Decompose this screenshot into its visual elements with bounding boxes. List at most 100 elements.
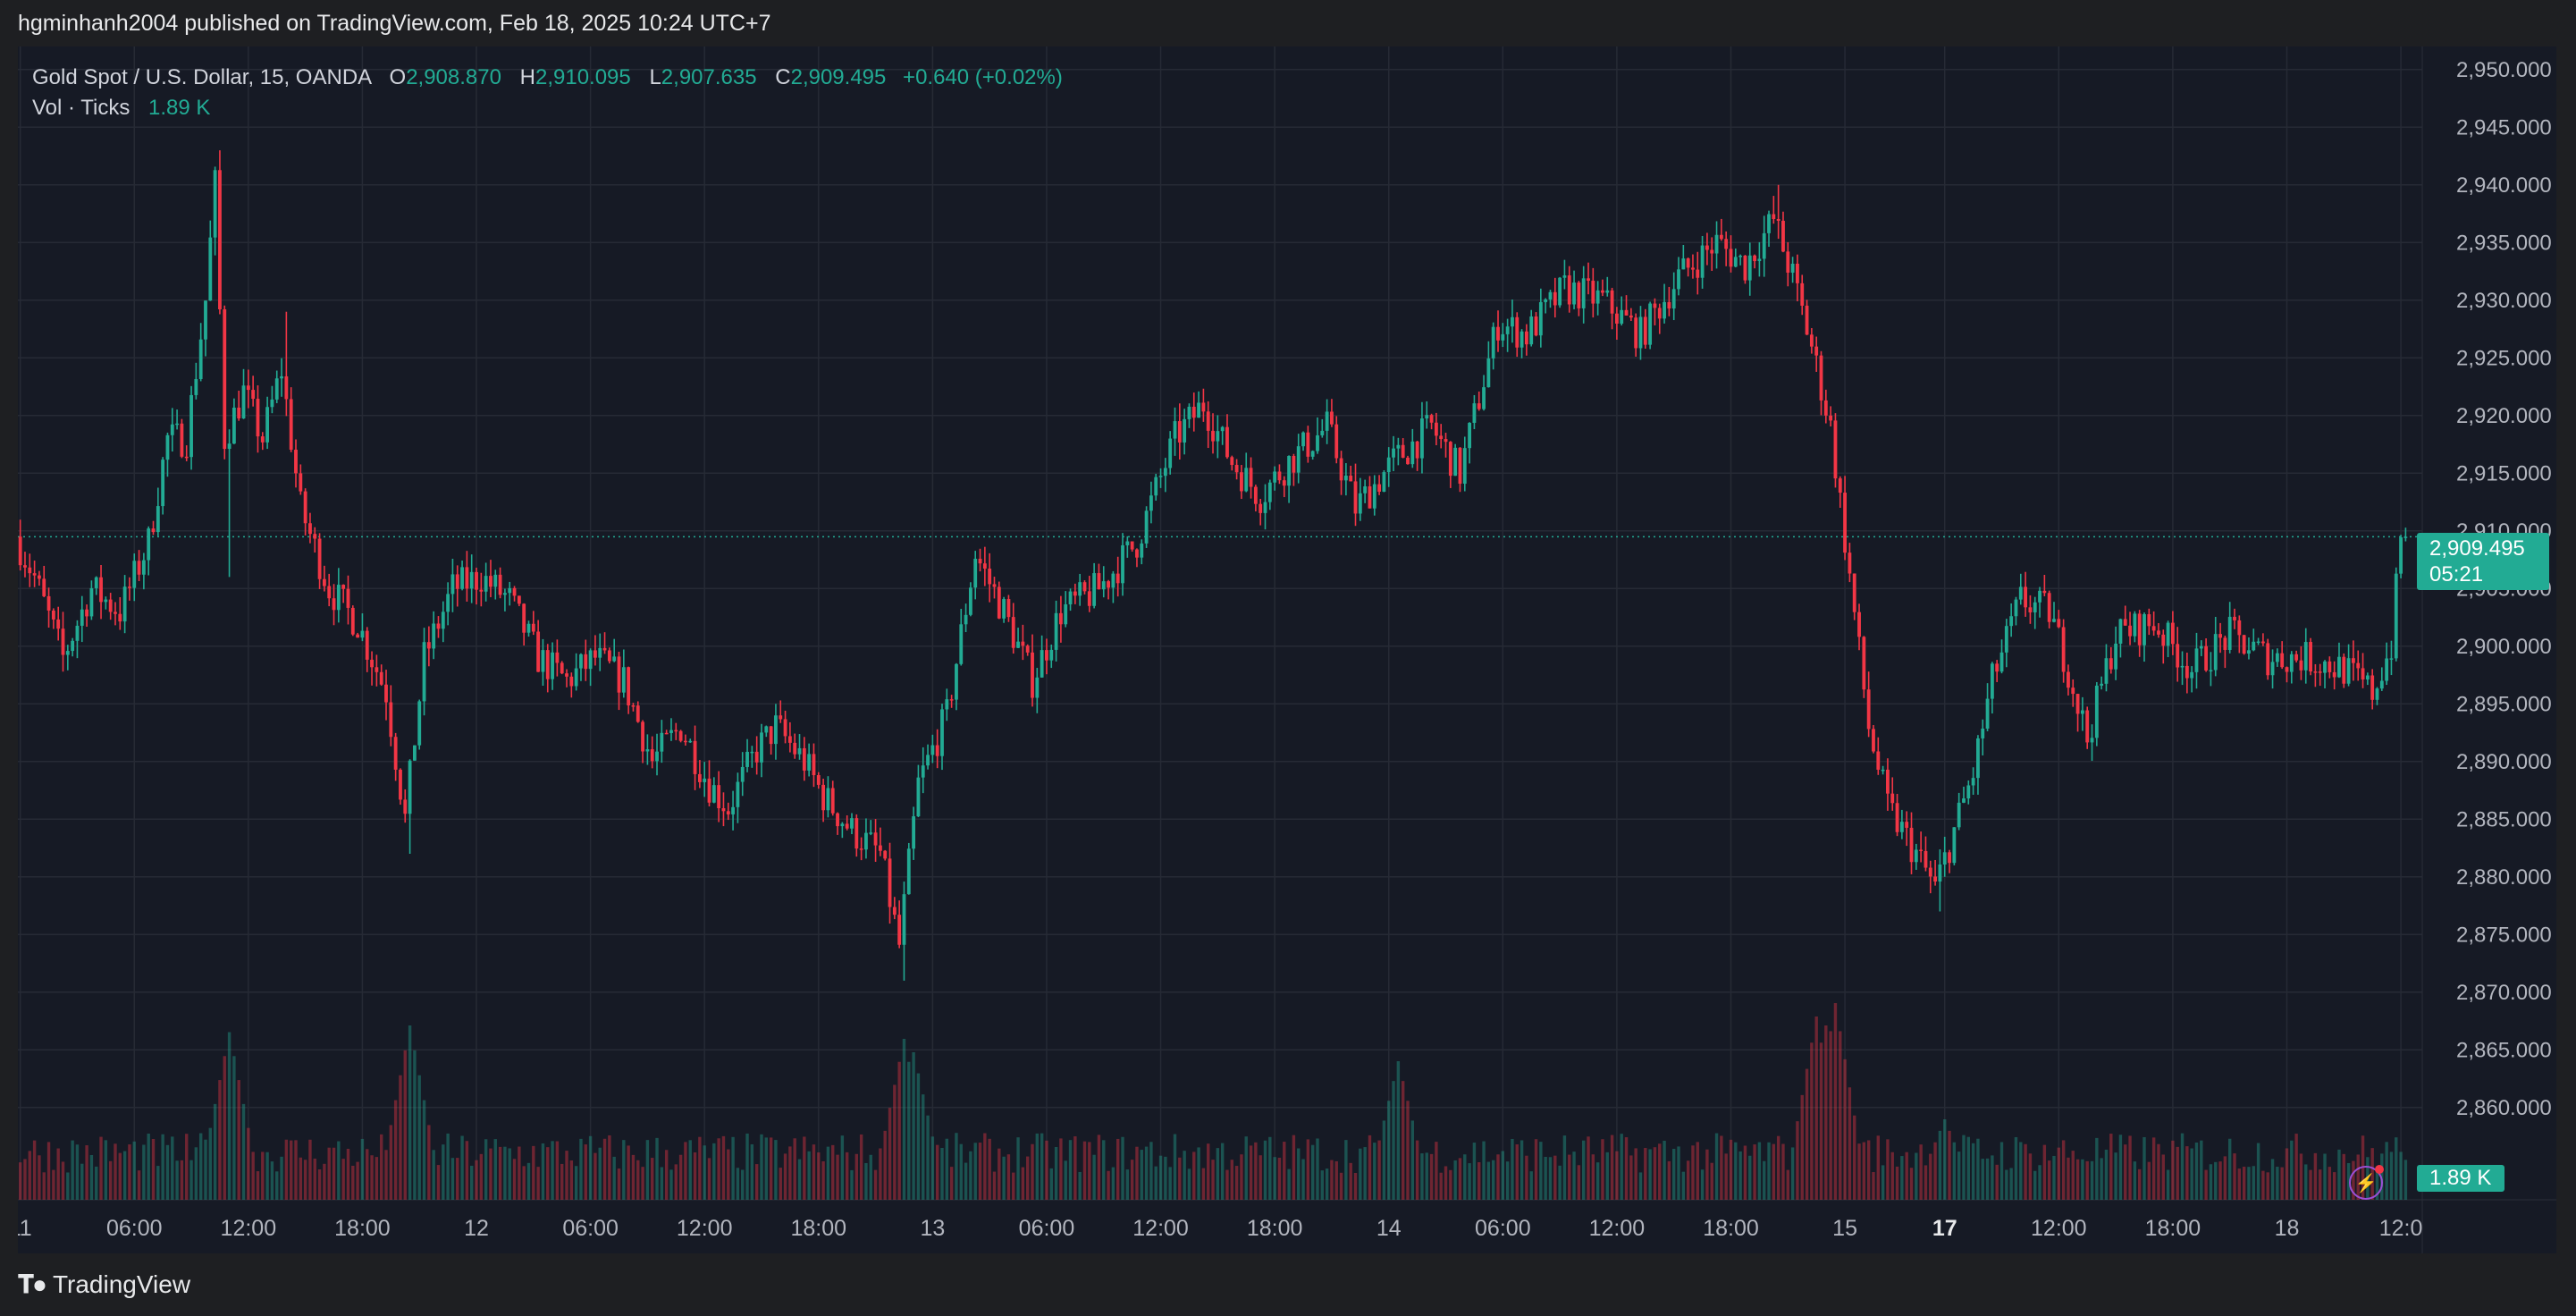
candle-body bbox=[1762, 232, 1766, 259]
volume-bar bbox=[1767, 1142, 1771, 1200]
candle-body bbox=[2128, 625, 2132, 637]
candlestick-chart[interactable]: 2,860.000 2,865.000 2,870.000 2,875.000 2,88… bbox=[18, 46, 2556, 1253]
candle-body bbox=[678, 730, 683, 741]
volume-bar bbox=[2280, 1167, 2284, 1200]
candle-body bbox=[888, 858, 892, 907]
volume-bar bbox=[1201, 1168, 1206, 1200]
change-value: +0.640 (+0.02%) bbox=[903, 65, 1063, 89]
volume-bar bbox=[194, 1147, 198, 1200]
volume-bar bbox=[2014, 1136, 2018, 1200]
volume-bar bbox=[356, 1161, 359, 1200]
candle-body bbox=[1273, 471, 1277, 483]
candle-body bbox=[930, 745, 935, 755]
volume-bar bbox=[2252, 1166, 2255, 1200]
volume-bar bbox=[1458, 1158, 1462, 1200]
candle-body bbox=[2342, 656, 2346, 684]
candle-body bbox=[2114, 643, 2118, 670]
volume-bar bbox=[1520, 1140, 1524, 1200]
volume-bar bbox=[2005, 1169, 2008, 1200]
candle-body bbox=[1267, 482, 1272, 502]
candle-body bbox=[223, 309, 227, 450]
volume-bar bbox=[132, 1141, 136, 1200]
time-tick-label: 12:0 bbox=[2379, 1216, 2423, 1241]
volume-bar bbox=[850, 1169, 854, 1200]
volume-bar bbox=[2242, 1167, 2246, 1200]
candle-body bbox=[1724, 239, 1729, 249]
volume-row: Vol · Ticks 1.89 K bbox=[32, 93, 1063, 123]
chart-area[interactable]: 2,860.000 2,865.000 2,870.000 2,875.000 2,88… bbox=[18, 46, 2556, 1253]
volume-bar bbox=[403, 1050, 407, 1200]
volume-bar bbox=[317, 1168, 322, 1200]
volume-bar bbox=[18, 1162, 22, 1200]
tradingview-logo[interactable]: 𝐓● TradingView bbox=[18, 1270, 190, 1300]
candle-body bbox=[1491, 326, 1495, 359]
volume-bar bbox=[2266, 1172, 2269, 1200]
volume-bar bbox=[845, 1152, 849, 1200]
volume-bar bbox=[2171, 1140, 2175, 1200]
volume-bar bbox=[1463, 1154, 1467, 1200]
candle-body bbox=[565, 673, 568, 677]
candle-body bbox=[1163, 468, 1167, 477]
volume-bar bbox=[303, 1160, 307, 1200]
candle-body bbox=[455, 574, 459, 589]
candle-body bbox=[1544, 299, 1548, 302]
volume-bar bbox=[840, 1135, 845, 1200]
candle-body bbox=[161, 460, 165, 507]
candle-body bbox=[89, 587, 94, 617]
candle-body bbox=[1197, 402, 1200, 418]
candle-body bbox=[317, 538, 322, 579]
volume-bar bbox=[651, 1158, 654, 1200]
lightning-icon: ⚡ bbox=[2354, 1173, 2378, 1194]
candle-body bbox=[750, 751, 754, 754]
candle-body bbox=[2309, 642, 2312, 672]
volume-bar bbox=[1900, 1156, 1904, 1200]
candle-body bbox=[1501, 333, 1505, 341]
volume-bar bbox=[2270, 1159, 2275, 1200]
volume-bar bbox=[1615, 1151, 1619, 1200]
candle-body bbox=[1919, 849, 1924, 851]
volume-bar bbox=[959, 1143, 963, 1200]
volume-bar bbox=[1881, 1165, 1885, 1200]
price-tick-label: 2,925.000 bbox=[2456, 346, 2552, 370]
candle-body bbox=[446, 594, 450, 612]
candle-body bbox=[1710, 249, 1714, 254]
candle-body bbox=[379, 671, 383, 685]
volume-label[interactable]: Vol · Ticks bbox=[32, 96, 130, 120]
volume-bar bbox=[526, 1162, 531, 1200]
candle-body bbox=[2170, 622, 2175, 645]
flash-alert-button[interactable]: ⚡ bbox=[2349, 1165, 2384, 1200]
volume-bar bbox=[2294, 1134, 2298, 1200]
volume-bar bbox=[2071, 1151, 2075, 1200]
volume-bar bbox=[512, 1159, 517, 1200]
candle-body bbox=[731, 806, 736, 814]
candle-body bbox=[703, 778, 707, 782]
volume-bar bbox=[922, 1094, 925, 1200]
candle-body bbox=[1468, 422, 1472, 449]
volume-bar bbox=[1999, 1142, 2004, 1200]
price-tick-label: 2,930.000 bbox=[2456, 289, 2552, 313]
candle-body bbox=[194, 379, 198, 395]
volume-bar bbox=[546, 1147, 550, 1200]
candle-body bbox=[1657, 308, 1662, 319]
volume-bar bbox=[1667, 1160, 1671, 1200]
candle-body bbox=[299, 473, 303, 492]
candle-body bbox=[2057, 619, 2061, 628]
volume-bar bbox=[1140, 1150, 1143, 1200]
candle-body bbox=[774, 715, 778, 745]
candle-body bbox=[508, 587, 512, 594]
candle-body bbox=[465, 567, 469, 589]
candle-body bbox=[1472, 403, 1477, 423]
volume-bar bbox=[161, 1134, 164, 1200]
candle-body bbox=[684, 740, 687, 743]
symbol-title[interactable]: Gold Spot / U.S. Dollar, 15, OANDA bbox=[32, 65, 371, 89]
volume-bar bbox=[1562, 1135, 1567, 1200]
candle-body bbox=[227, 443, 232, 450]
candle-body bbox=[1292, 455, 1296, 473]
candle-body bbox=[2280, 653, 2285, 668]
volume-bar bbox=[118, 1152, 122, 1200]
volume-bar bbox=[1853, 1115, 1856, 1200]
candle-body bbox=[450, 574, 455, 595]
candle-body bbox=[399, 769, 402, 800]
volume-bar bbox=[2218, 1161, 2222, 1200]
volume-bar bbox=[1002, 1156, 1006, 1200]
